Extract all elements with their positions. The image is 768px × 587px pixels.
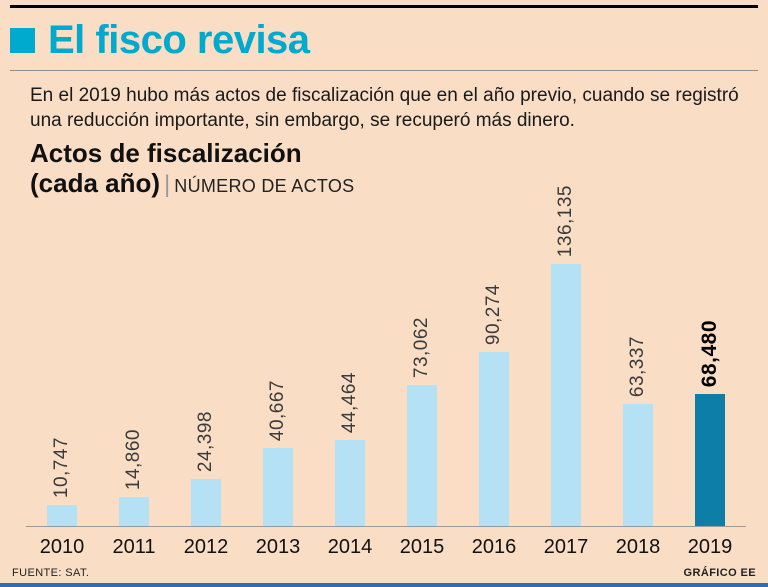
bar-column: 10,747 (26, 437, 98, 526)
x-axis-label: 2017 (543, 536, 589, 558)
bar (479, 352, 509, 526)
bottom-rule (0, 583, 768, 587)
chart-title-line2-text: (cada año) (30, 167, 161, 198)
bar-value-label: 44,464 (339, 371, 360, 433)
chart-title-line2: (cada año) | NÚMERO DE ACTOS (30, 168, 354, 200)
chart-title-line1: Actos de fiscalización (30, 138, 302, 169)
bar (119, 497, 149, 526)
page-title: El fisco revisa (48, 18, 310, 62)
chart-subtitle: NÚMERO DE ACTOS (174, 175, 355, 196)
top-rule (10, 5, 758, 8)
bar-chart: Actos de fiscalización (cada año) | NÚMERO… (26, 135, 746, 565)
bar-column: 44,464 (314, 372, 386, 526)
bar-value-label: 24,398 (195, 410, 216, 472)
bar-value-label: 136,135 (555, 184, 576, 257)
header: El fisco revisa (0, 8, 768, 70)
bar (335, 440, 365, 526)
bar-highlighted (695, 394, 725, 526)
x-axis-label: 2012 (183, 536, 229, 558)
intro-paragraph: En el 2019 hubo más actos de fiscalizaci… (30, 85, 739, 132)
bar-column: 40,667 (242, 380, 314, 526)
source-label: FUENTE: SAT. (12, 567, 90, 579)
header-divider (10, 70, 758, 71)
footer: FUENTE: SAT. GRÁFICO EE (12, 567, 756, 579)
x-axis-row: 2010 2011 2012 2013 2014 2015 2016 2017 2018 2019 (26, 527, 746, 565)
bar-column: 63,337 (602, 336, 674, 526)
bar (623, 404, 653, 526)
x-axis-label: 2016 (471, 536, 517, 558)
x-axis-label: 2011 (112, 536, 156, 558)
credit-label: GRÁFICO EE (683, 567, 756, 579)
bar-column: 73,062 (386, 317, 458, 526)
bar-value-label: 90,274 (483, 283, 504, 345)
chart-title-separator: | (164, 170, 171, 198)
x-axis-label: 2015 (399, 536, 445, 558)
bar-column: 136,135 (530, 185, 602, 526)
x-axis-label: 2018 (615, 536, 661, 558)
bar-value-label: 40,667 (267, 379, 288, 441)
bar-value-label: 10,747 (51, 436, 72, 498)
x-axis-label: 2019 (687, 536, 733, 558)
bar-chart-columns: 10,747 14,860 24,398 40,667 44,464 73,062 90,2… (26, 135, 746, 527)
bar-column: 24,398 (170, 411, 242, 526)
bar (263, 448, 293, 526)
chart-title: Actos de fiscalización (cada año) | NÚMERO… (30, 139, 354, 199)
bar-column: 90,274 (458, 284, 530, 526)
bar-value-label: 63,337 (627, 335, 648, 397)
bar-value-label: 68,480 (698, 319, 721, 387)
bar (407, 385, 437, 526)
bar (551, 264, 581, 526)
bar-column: 68,480 (674, 320, 746, 526)
bar-value-label: 14,860 (123, 428, 144, 490)
bar (191, 479, 221, 526)
x-axis-label: 2013 (255, 536, 301, 558)
bar-column: 14,860 (98, 429, 170, 526)
x-axis-label: 2010 (39, 536, 85, 558)
bar-value-label: 73,062 (411, 316, 432, 378)
accent-square-icon (10, 27, 35, 53)
bar (47, 505, 77, 526)
x-axis-label: 2014 (327, 536, 373, 558)
